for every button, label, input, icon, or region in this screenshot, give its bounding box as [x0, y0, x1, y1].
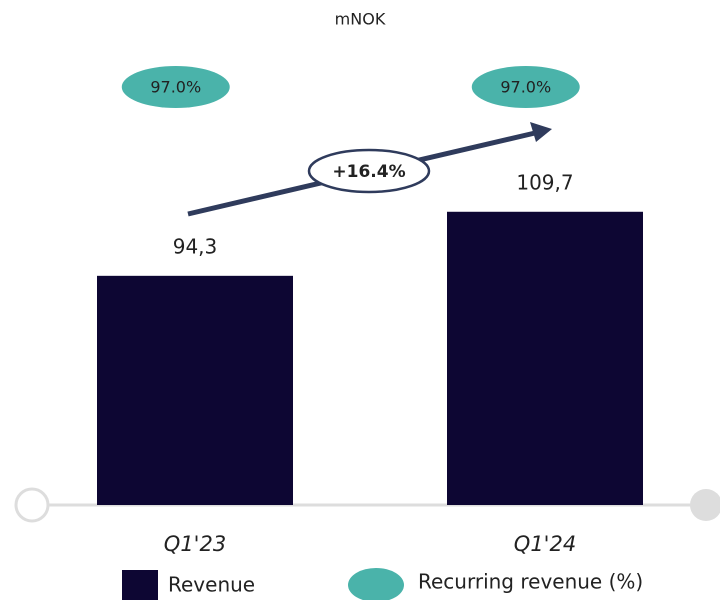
legend-swatch — [122, 570, 158, 600]
x-tick-label: Q1'23 — [164, 532, 226, 556]
chart-title: mNOK — [335, 10, 386, 29]
arrow-head — [530, 122, 552, 142]
growth-label: +16.4% — [332, 162, 405, 182]
recurring-label: 97.0% — [500, 78, 551, 97]
bar — [447, 211, 643, 505]
value-label: 109,7 — [516, 170, 573, 194]
recurring-label: 97.0% — [150, 78, 201, 97]
axis-end — [14, 487, 50, 523]
x-tick-label: Q1'24 — [514, 532, 576, 556]
growth-badge — [307, 148, 431, 194]
recurring-badge — [471, 66, 580, 108]
legend-label: Recurring revenue (%) — [418, 570, 643, 594]
bar — [97, 275, 293, 505]
recurring-badge — [121, 66, 230, 108]
value-label: 94,3 — [173, 234, 218, 258]
legend-swatch — [348, 568, 404, 600]
legend-label: Revenue — [168, 573, 255, 597]
axis-end — [690, 489, 720, 521]
